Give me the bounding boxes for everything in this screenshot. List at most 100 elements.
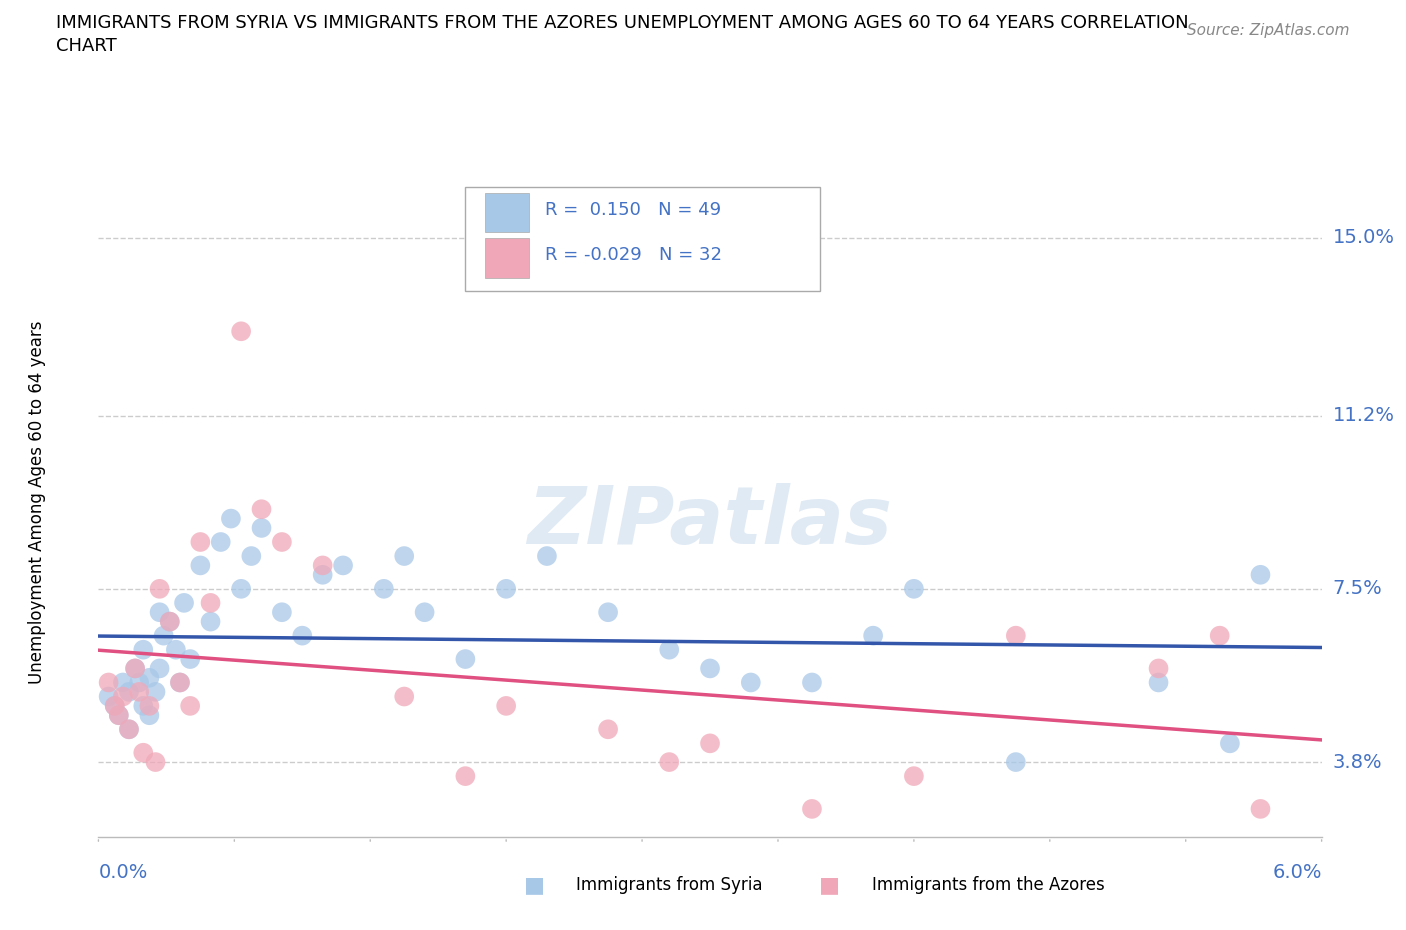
Point [250, 502, 273, 517]
Text: 11.2%: 11.2% [1333, 406, 1395, 425]
Point [536, 549, 558, 564]
Point [454, 652, 477, 667]
Point [1208, 628, 1230, 643]
Point [124, 661, 146, 676]
Point [219, 512, 242, 526]
Point [138, 698, 160, 713]
Point [240, 549, 263, 564]
Point [138, 708, 160, 723]
Text: Immigrants from the Azores: Immigrants from the Azores [872, 876, 1105, 895]
Point [132, 745, 155, 760]
Point [658, 754, 681, 769]
Text: Immigrants from Syria: Immigrants from Syria [576, 876, 763, 895]
Text: Unemployment Among Ages 60 to 64 years: Unemployment Among Ages 60 to 64 years [28, 321, 46, 684]
Point [862, 628, 884, 643]
Point [138, 671, 160, 685]
Point [454, 769, 477, 784]
Point [188, 558, 211, 573]
Point [658, 643, 681, 658]
Point [413, 604, 436, 619]
Point [392, 549, 416, 564]
Point [903, 581, 925, 596]
Point [165, 643, 187, 658]
Text: ■: ■ [820, 875, 839, 896]
Text: ■: ■ [524, 875, 544, 896]
Point [97, 689, 120, 704]
Point [229, 324, 253, 339]
Point [200, 614, 222, 629]
Point [332, 558, 354, 573]
Point [596, 722, 619, 737]
Point [699, 661, 721, 676]
Point [132, 698, 155, 713]
Text: 6.0%: 6.0% [1272, 863, 1322, 882]
Point [373, 581, 395, 596]
Point [145, 754, 167, 769]
Text: R =  0.150   N = 49: R = 0.150 N = 49 [546, 201, 721, 219]
Point [1004, 754, 1026, 769]
Point [169, 675, 191, 690]
Text: 7.5%: 7.5% [1333, 579, 1382, 598]
Point [128, 684, 150, 699]
Point [1147, 675, 1170, 690]
Point [111, 689, 134, 704]
Point [596, 604, 619, 619]
Point [118, 722, 141, 737]
Text: R = -0.029   N = 32: R = -0.029 N = 32 [546, 246, 721, 264]
Point [495, 698, 517, 713]
Point [179, 698, 201, 713]
Point [229, 581, 253, 596]
Point [132, 643, 155, 658]
Point [159, 614, 181, 629]
Point [169, 675, 191, 690]
Point [699, 736, 721, 751]
Point [149, 581, 172, 596]
Point [97, 675, 120, 690]
Text: Source: ZipAtlas.com: Source: ZipAtlas.com [1187, 23, 1350, 38]
FancyBboxPatch shape [485, 193, 529, 232]
Text: CHART: CHART [56, 37, 117, 55]
Point [188, 535, 211, 550]
Point [903, 769, 925, 784]
Text: ZIPatlas: ZIPatlas [527, 484, 893, 562]
FancyBboxPatch shape [465, 188, 820, 291]
Point [104, 698, 127, 713]
Point [104, 698, 127, 713]
Point [1219, 736, 1241, 751]
Point [311, 567, 335, 582]
Point [1249, 567, 1271, 582]
Point [173, 595, 195, 610]
Point [145, 684, 167, 699]
Point [179, 652, 201, 667]
Point [1249, 802, 1271, 817]
Point [108, 708, 131, 723]
Point [124, 661, 146, 676]
Point [152, 628, 174, 643]
Point [270, 535, 292, 550]
Point [149, 604, 172, 619]
Point [250, 521, 273, 536]
Text: 15.0%: 15.0% [1333, 228, 1395, 247]
FancyBboxPatch shape [485, 238, 529, 278]
Point [270, 604, 292, 619]
Point [291, 628, 314, 643]
Point [128, 675, 150, 690]
Point [392, 689, 416, 704]
Point [495, 581, 517, 596]
Point [801, 675, 824, 690]
Point [118, 684, 141, 699]
Text: 3.8%: 3.8% [1333, 752, 1382, 772]
Text: 0.0%: 0.0% [98, 863, 148, 882]
Text: IMMIGRANTS FROM SYRIA VS IMMIGRANTS FROM THE AZORES UNEMPLOYMENT AMONG AGES 60 T: IMMIGRANTS FROM SYRIA VS IMMIGRANTS FROM… [56, 14, 1189, 32]
Point [209, 535, 232, 550]
Point [801, 802, 824, 817]
Point [149, 661, 172, 676]
Point [740, 675, 762, 690]
Point [118, 722, 141, 737]
Point [311, 558, 335, 573]
Point [1147, 661, 1170, 676]
Point [159, 614, 181, 629]
Point [200, 595, 222, 610]
Point [1004, 628, 1026, 643]
Point [111, 675, 134, 690]
